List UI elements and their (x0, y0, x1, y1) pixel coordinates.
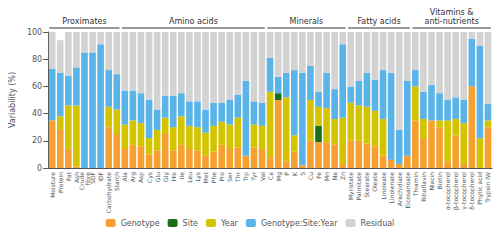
svg-text:Lys: Lys (194, 172, 202, 181)
svg-text:Linolenate: Linolenate (388, 172, 395, 204)
svg-text:Ash: Ash (72, 172, 80, 183)
svg-text:Trp: Trp (242, 172, 250, 182)
svg-text:Linoleate: Linoleate (380, 172, 387, 200)
svg-text:Tyr: Tyr (250, 171, 258, 181)
svg-text:P: P (283, 172, 290, 176)
svg-text:Trypsin IW: Trypsin IW (484, 172, 492, 204)
svg-text:Protein: Protein (57, 172, 64, 193)
svg-text:β-tocopherol: β-tocopherol (452, 172, 460, 210)
svg-text:Year: Year (220, 219, 239, 228)
svg-text:Fatty acids: Fatty acids (357, 17, 400, 26)
svg-text:K: K (291, 171, 298, 176)
svg-text:20: 20 (32, 136, 42, 145)
svg-text:Myristate: Myristate (347, 172, 355, 200)
svg-text:Glu: Glu (154, 172, 161, 182)
svg-text:δ-tocopherol: δ-tocopherol (468, 172, 476, 210)
svg-text:His: His (170, 172, 177, 181)
svg-text:Ala: Ala (121, 172, 128, 182)
svg-text:Thr: Thr (234, 171, 241, 182)
svg-text:Phytic acid: Phytic acid (476, 172, 484, 205)
svg-text:Residual: Residual (361, 219, 395, 228)
svg-text:Mn: Mn (323, 172, 330, 181)
svg-text:anti-nutrients: anti-nutrients (424, 17, 478, 26)
svg-text:Proximates: Proximates (62, 17, 106, 26)
svg-text:Gly: Gly (162, 172, 170, 182)
svg-text:Pro: Pro (218, 172, 225, 182)
svg-text:Ile: Ile (178, 172, 185, 179)
svg-text:Niacin: Niacin (428, 172, 435, 191)
svg-text:SDF: SDF (89, 171, 96, 183)
svg-text:γ-tocopherol: γ-tocopherol (460, 172, 468, 210)
svg-text:Stearate: Stearate (363, 172, 370, 198)
svg-text:Variability (%): Variability (%) (8, 72, 17, 128)
svg-text:Arg: Arg (129, 172, 137, 182)
svg-text:Palmitate: Palmitate (355, 172, 362, 201)
svg-text:Starch: Starch (113, 172, 120, 191)
svg-text:Genotype: Genotype (121, 219, 160, 228)
svg-text:Met: Met (202, 171, 209, 183)
svg-text:Zn: Zn (339, 172, 346, 180)
svg-text:Ser: Ser (226, 171, 233, 182)
svg-text:Genotype:Site:Year: Genotype:Site:Year (261, 219, 338, 228)
svg-text:Thiamin: Thiamin (412, 172, 419, 197)
svg-text:80: 80 (32, 55, 42, 64)
svg-text:40: 40 (32, 109, 42, 118)
svg-text:Crude: Crude (78, 172, 85, 190)
svg-text:Biotin: Biotin (436, 172, 443, 189)
svg-text:Asp: Asp (137, 172, 145, 183)
svg-text:Arachidiate: Arachidiate (396, 172, 403, 207)
svg-text:0: 0 (37, 164, 42, 173)
svg-text:Amino acids: Amino acids (169, 17, 218, 26)
svg-text:Cys: Cys (146, 172, 154, 183)
svg-text:Riboflavin: Riboflavin (420, 172, 427, 202)
svg-text:100: 100 (27, 28, 42, 37)
svg-text:Na: Na (331, 172, 338, 180)
svg-text:Cu: Cu (307, 172, 314, 180)
svg-text:Val: Val (259, 172, 266, 181)
svg-text:Oleate: Oleate (371, 172, 378, 192)
svg-text:Vitamins &: Vitamins & (430, 8, 474, 17)
svg-text:Fat: Fat (65, 171, 72, 181)
svg-text:Carbohydrate: Carbohydrate (105, 172, 113, 213)
svg-text:Moisture: Moisture (49, 172, 56, 198)
svg-text:α-tocopherol: α-tocopherol (444, 172, 452, 210)
svg-text:Mg: Mg (275, 172, 283, 181)
svg-text:S: S (299, 172, 306, 176)
svg-text:Site: Site (183, 219, 198, 228)
svg-text:Minerals: Minerals (290, 17, 324, 26)
svg-text:60: 60 (32, 82, 42, 91)
svg-text:Leu: Leu (186, 172, 193, 183)
svg-text:fibre: fibre (84, 172, 91, 186)
svg-text:IDF: IDF (97, 171, 104, 181)
svg-text:Phe: Phe (210, 172, 217, 183)
svg-text:Ca: Ca (267, 172, 274, 180)
svg-text:Fe: Fe (315, 172, 322, 179)
svg-text:Eicosanoate: Eicosanoate (404, 172, 411, 209)
